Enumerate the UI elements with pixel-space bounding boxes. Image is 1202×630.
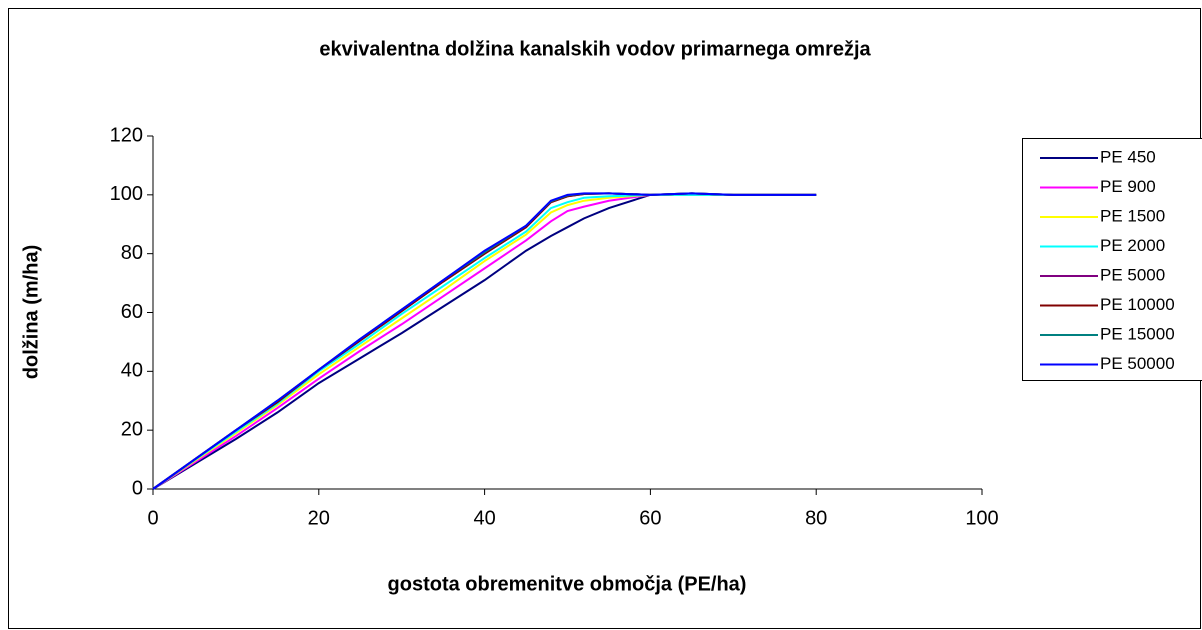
- x-tick-label: 60: [639, 507, 661, 529]
- legend-label: PE 15000: [1100, 324, 1175, 343]
- legend-label: PE 1500: [1100, 206, 1165, 225]
- y-tick-label: 120: [110, 124, 143, 146]
- series-line: [152, 192, 817, 490]
- y-tick-label: 40: [121, 360, 143, 382]
- legend-label: PE 50000: [1100, 354, 1175, 373]
- series-line: [152, 193, 817, 490]
- legend-box: [1022, 138, 1202, 381]
- y-tick-label: 60: [121, 301, 143, 323]
- chart-border: [8, 8, 1201, 629]
- x-tick-label: 0: [147, 507, 158, 529]
- legend-label: PE 450: [1100, 147, 1156, 166]
- legend-label: PE 2000: [1100, 236, 1165, 255]
- legend-label: PE 900: [1100, 177, 1156, 196]
- y-tick-label: 100: [110, 183, 143, 205]
- x-axis-label: gostota obremenitve območja (PE/ha): [388, 573, 747, 595]
- y-axis-label: dolžina (m/ha): [20, 245, 42, 379]
- y-tick-label: 0: [132, 477, 143, 499]
- x-tick-label: 40: [473, 507, 495, 529]
- y-tick-label: 20: [121, 418, 143, 440]
- x-tick-label: 80: [805, 507, 827, 529]
- legend-label: PE 5000: [1100, 265, 1165, 284]
- x-tick-label: 100: [965, 507, 998, 529]
- legend-label: PE 10000: [1100, 295, 1175, 314]
- y-tick-label: 80: [121, 242, 143, 264]
- x-tick-label: 20: [308, 507, 330, 529]
- chart-title: ekvivalentna dolžina kanalskih vodov pri…: [319, 38, 871, 60]
